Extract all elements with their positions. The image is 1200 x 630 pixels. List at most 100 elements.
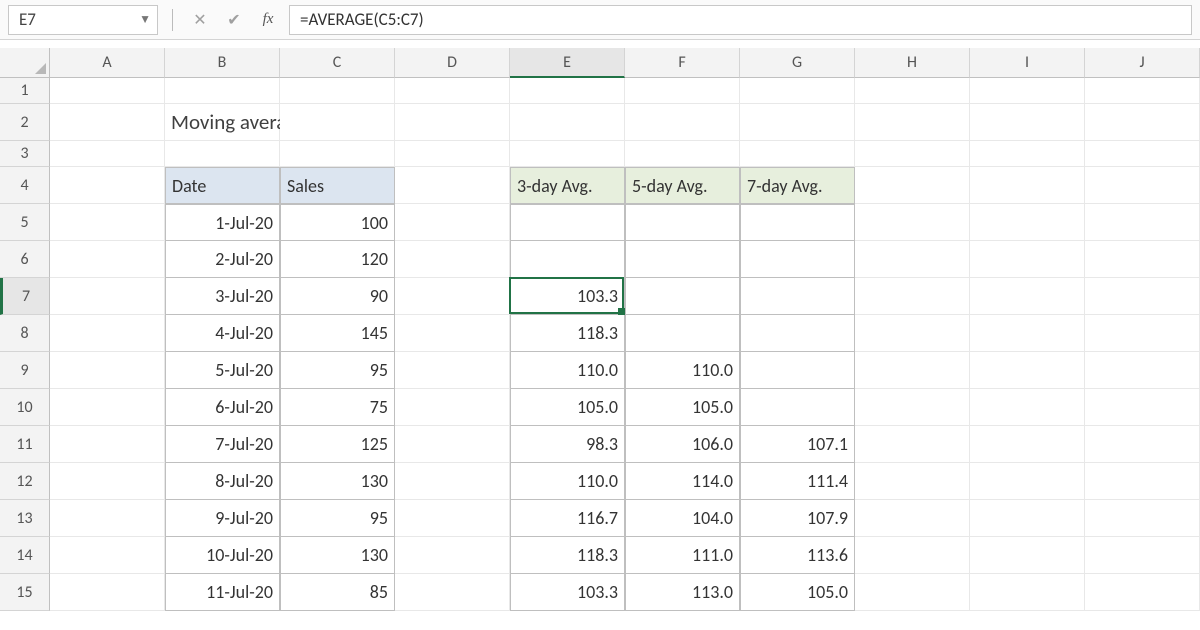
date-cell[interactable]: 2-Jul-20	[165, 241, 280, 278]
cell[interactable]	[395, 537, 510, 574]
cell[interactable]	[970, 537, 1085, 574]
avg-cell[interactable]: 111.4	[740, 463, 855, 500]
cell[interactable]	[855, 141, 970, 167]
row-header[interactable]: 14	[0, 537, 50, 574]
avg-cell[interactable]	[625, 204, 740, 241]
cell[interactable]	[855, 315, 970, 352]
column-header[interactable]: G	[740, 48, 855, 78]
cell[interactable]	[1085, 78, 1200, 104]
avg-cell[interactable]: 105.0	[510, 389, 625, 426]
avg-cell[interactable]: 118.3	[510, 537, 625, 574]
cell[interactable]	[855, 537, 970, 574]
cell[interactable]	[280, 78, 395, 104]
column-header[interactable]: E	[510, 48, 625, 78]
avg-cell[interactable]	[625, 315, 740, 352]
column-header[interactable]: J	[1085, 48, 1200, 78]
cell[interactable]	[970, 389, 1085, 426]
date-cell[interactable]: 4-Jul-20	[165, 315, 280, 352]
avg-cell[interactable]: 105.0	[625, 389, 740, 426]
row-header[interactable]: 15	[0, 574, 50, 611]
chevron-down-icon[interactable]: ▼	[139, 12, 151, 27]
avg-cell[interactable]	[625, 278, 740, 315]
cell[interactable]	[395, 352, 510, 389]
cell[interactable]	[855, 167, 970, 204]
cell[interactable]	[1085, 167, 1200, 204]
table-header[interactable]: Date	[165, 167, 280, 204]
sales-cell[interactable]: 130	[280, 463, 395, 500]
cell[interactable]	[510, 78, 625, 104]
cell[interactable]	[1085, 278, 1200, 315]
row-header[interactable]: 2	[0, 104, 50, 141]
sales-cell[interactable]: 85	[280, 574, 395, 611]
cell[interactable]	[740, 141, 855, 167]
page-title[interactable]: Moving average formula	[165, 104, 280, 141]
column-header[interactable]: B	[165, 48, 280, 78]
cell[interactable]	[855, 500, 970, 537]
cell[interactable]	[395, 574, 510, 611]
cell[interactable]	[970, 574, 1085, 611]
select-all-corner[interactable]	[0, 48, 50, 78]
cell[interactable]	[970, 278, 1085, 315]
cell[interactable]	[50, 278, 165, 315]
row-header[interactable]: 13	[0, 500, 50, 537]
sales-cell[interactable]: 100	[280, 204, 395, 241]
sales-cell[interactable]: 95	[280, 500, 395, 537]
name-box[interactable]: E7 ▼	[8, 5, 158, 35]
row-header[interactable]: 4	[0, 167, 50, 204]
cell[interactable]	[395, 167, 510, 204]
avg-cell[interactable]	[740, 352, 855, 389]
date-cell[interactable]: 5-Jul-20	[165, 352, 280, 389]
cell[interactable]	[740, 104, 855, 141]
column-header[interactable]: I	[970, 48, 1085, 78]
avg-cell[interactable]: 110.0	[510, 352, 625, 389]
cell[interactable]	[510, 141, 625, 167]
cell[interactable]	[1085, 352, 1200, 389]
cell[interactable]	[855, 389, 970, 426]
cell[interactable]	[50, 352, 165, 389]
avg-cell[interactable]	[740, 315, 855, 352]
avg-cell[interactable]: 111.0	[625, 537, 740, 574]
avg-cell[interactable]: 113.6	[740, 537, 855, 574]
cell[interactable]	[855, 352, 970, 389]
cell[interactable]	[1085, 204, 1200, 241]
cell[interactable]	[395, 104, 510, 141]
cell[interactable]	[395, 463, 510, 500]
formula-input[interactable]: =AVERAGE(C5:C7)	[289, 5, 1192, 35]
cell[interactable]	[855, 241, 970, 278]
cell[interactable]	[510, 104, 625, 141]
column-header[interactable]: H	[855, 48, 970, 78]
cell[interactable]	[165, 78, 280, 104]
cell[interactable]	[970, 141, 1085, 167]
avg-cell[interactable]: 110.0	[510, 463, 625, 500]
avg-cell[interactable]	[510, 241, 625, 278]
cell[interactable]	[395, 141, 510, 167]
table-header[interactable]: 5-day Avg.	[625, 167, 740, 204]
sales-cell[interactable]: 130	[280, 537, 395, 574]
avg-cell[interactable]: 116.7	[510, 500, 625, 537]
cell[interactable]	[855, 204, 970, 241]
cell[interactable]	[855, 78, 970, 104]
cell[interactable]	[395, 389, 510, 426]
cell[interactable]	[855, 278, 970, 315]
avg-cell[interactable]: 104.0	[625, 500, 740, 537]
cell[interactable]	[50, 241, 165, 278]
avg-cell[interactable]: 113.0	[625, 574, 740, 611]
row-header[interactable]: 7	[0, 278, 50, 315]
cell[interactable]	[970, 426, 1085, 463]
row-header[interactable]: 9	[0, 352, 50, 389]
cell[interactable]	[50, 463, 165, 500]
avg-cell[interactable]: 107.1	[740, 426, 855, 463]
row-header[interactable]: 11	[0, 426, 50, 463]
avg-cell[interactable]: 114.0	[625, 463, 740, 500]
cell[interactable]	[1085, 463, 1200, 500]
table-header[interactable]: Sales	[280, 167, 395, 204]
avg-cell[interactable]: 103.3	[510, 574, 625, 611]
cell[interactable]	[970, 167, 1085, 204]
avg-cell[interactable]	[740, 241, 855, 278]
row-header[interactable]: 6	[0, 241, 50, 278]
avg-cell[interactable]: 105.0	[740, 574, 855, 611]
table-header[interactable]: 3-day Avg.	[510, 167, 625, 204]
cell[interactable]	[50, 500, 165, 537]
avg-cell[interactable]	[740, 204, 855, 241]
cell[interactable]	[1085, 104, 1200, 141]
